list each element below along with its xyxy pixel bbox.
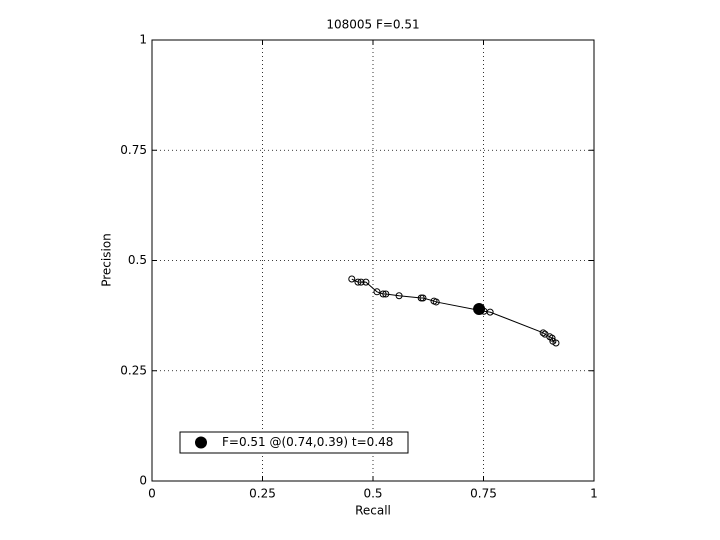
y-tick-label: 0	[139, 474, 147, 488]
y-tick-label: 0.25	[120, 363, 147, 377]
x-tick-label: 0.25	[249, 487, 276, 501]
curve-marker	[354, 278, 362, 286]
curve-marker	[373, 288, 381, 296]
curve-marker	[362, 278, 370, 286]
x-axis-label: Recall	[355, 504, 391, 518]
curve-marker	[379, 290, 387, 298]
y-axis-label: Precision	[100, 233, 114, 287]
y-tick-label: 1	[139, 33, 147, 47]
curve-marker	[539, 329, 547, 337]
x-tick-label: 0.5	[363, 487, 382, 501]
curve-marker	[486, 308, 494, 316]
axes-box	[151, 39, 595, 482]
legend-marker	[195, 436, 207, 449]
legend-label: F=0.51 @(0.74,0.39) t=0.48	[222, 435, 393, 449]
best-point	[473, 303, 486, 316]
curve-marker	[552, 339, 560, 347]
x-tick-label: 0.75	[470, 487, 497, 501]
y-tick-label: 0.75	[120, 143, 147, 157]
curve-marker	[419, 294, 427, 302]
curve-marker	[432, 298, 440, 306]
x-tick-label: 0	[148, 487, 156, 501]
y-tick-label: 0.5	[128, 253, 147, 267]
curve-marker	[382, 290, 390, 298]
curve-marker	[395, 292, 403, 300]
x-tick-label: 1	[590, 487, 598, 501]
chart-title: 108005 F=0.51	[326, 18, 419, 32]
curve-marker	[548, 334, 556, 342]
curve-marker	[348, 275, 356, 283]
curve-marker	[357, 278, 365, 286]
legend-box	[179, 431, 409, 454]
